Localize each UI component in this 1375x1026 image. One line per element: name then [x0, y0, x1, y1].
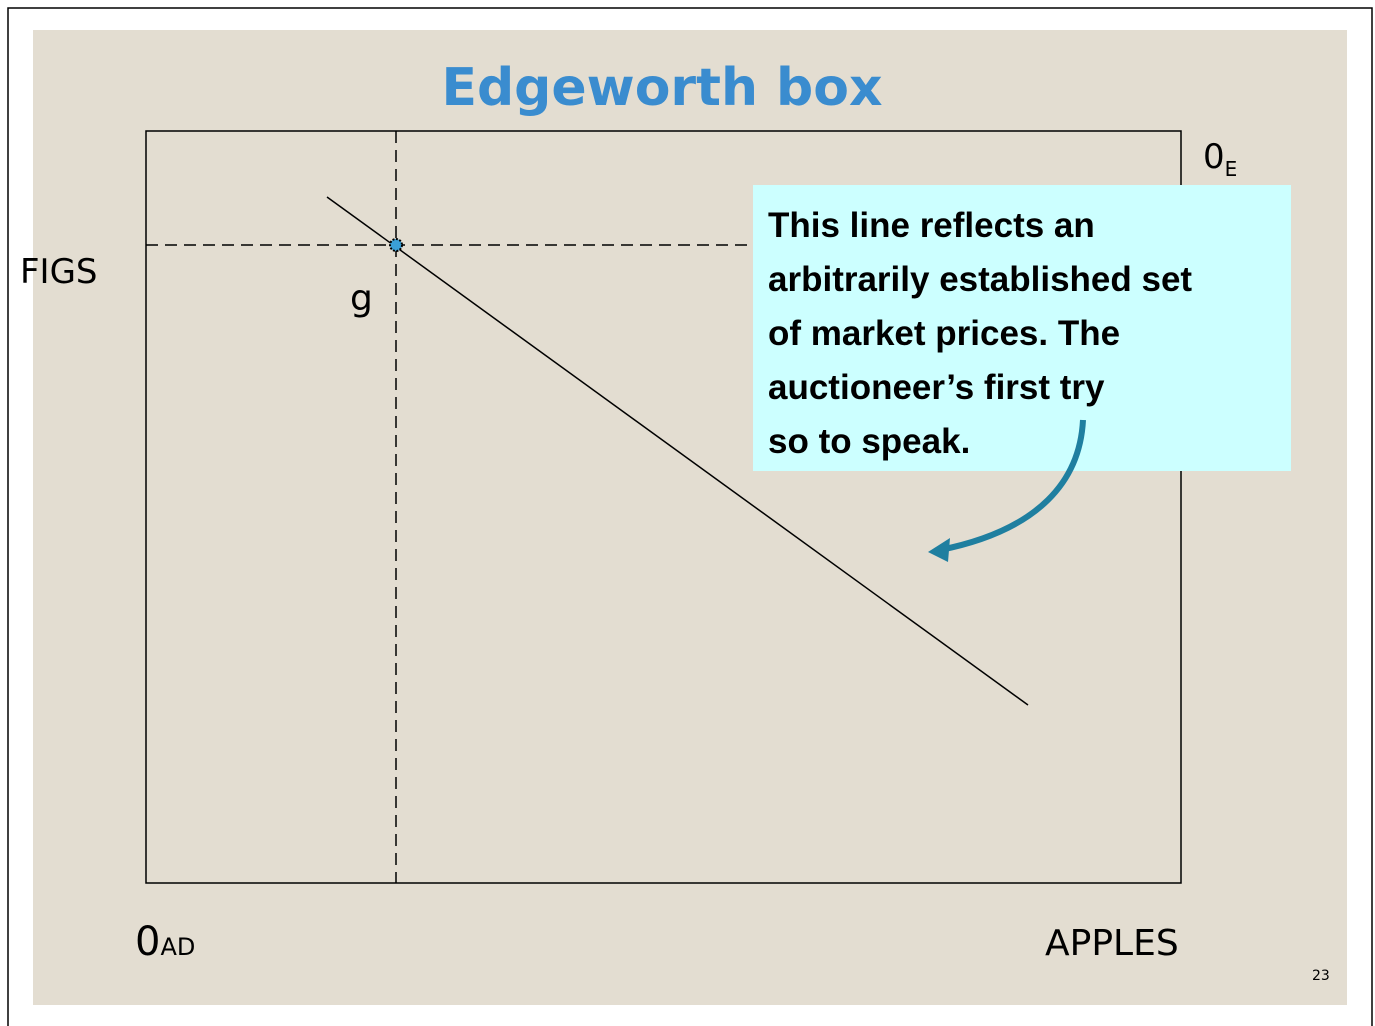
callout-line: of market prices. The	[768, 314, 1120, 353]
point-label: g	[350, 278, 373, 319]
price-line	[326, 196, 1029, 706]
callout-box	[753, 185, 1291, 471]
callout-line: arbitrarily established set	[768, 260, 1192, 299]
callout-text-group: This line reflects an arbitrarily establi…	[768, 206, 1192, 461]
callout-arrowhead	[928, 538, 950, 562]
callout-arrow	[939, 419, 1086, 553]
origin-e: 0E	[1203, 137, 1237, 181]
callout-line: so to speak.	[768, 422, 970, 461]
endowment-point	[389, 238, 403, 252]
origin-e-sub: E	[1225, 157, 1238, 181]
page-number: 23	[1312, 968, 1330, 984]
origin-ad-sub: AD	[160, 933, 195, 961]
edgeworth-box	[145, 130, 1182, 884]
origin-ad-main: 0	[135, 919, 160, 965]
callout-line: auctioneer’s first try	[768, 368, 1105, 407]
callout-line: This line reflects an	[768, 206, 1095, 245]
y-axis-label: FIGS	[20, 252, 98, 292]
slide-background	[33, 30, 1347, 1005]
title: Edgeworth box	[441, 58, 882, 118]
origin-ad: 0AD	[135, 919, 195, 965]
origin-e-main: 0	[1203, 137, 1225, 177]
x-axis-label: APPLES	[1045, 923, 1179, 964]
frame	[7, 7, 1373, 1026]
